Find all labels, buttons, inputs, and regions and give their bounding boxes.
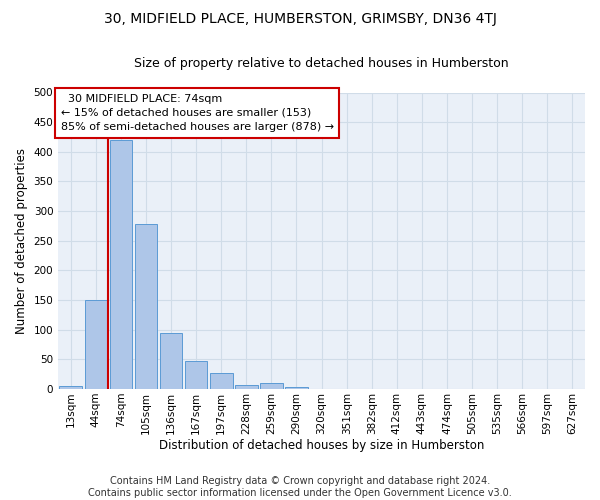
Bar bbox=[235, 385, 257, 389]
Bar bbox=[285, 386, 308, 389]
Bar bbox=[85, 300, 107, 389]
X-axis label: Distribution of detached houses by size in Humberston: Distribution of detached houses by size … bbox=[159, 440, 484, 452]
Bar bbox=[260, 383, 283, 389]
Bar bbox=[110, 140, 132, 389]
Y-axis label: Number of detached properties: Number of detached properties bbox=[15, 148, 28, 334]
Text: 30 MIDFIELD PLACE: 74sqm
← 15% of detached houses are smaller (153)
85% of semi-: 30 MIDFIELD PLACE: 74sqm ← 15% of detach… bbox=[61, 94, 334, 132]
Text: 30, MIDFIELD PLACE, HUMBERSTON, GRIMSBY, DN36 4TJ: 30, MIDFIELD PLACE, HUMBERSTON, GRIMSBY,… bbox=[104, 12, 496, 26]
Bar bbox=[134, 224, 157, 389]
Bar bbox=[59, 386, 82, 389]
Text: Contains HM Land Registry data © Crown copyright and database right 2024.
Contai: Contains HM Land Registry data © Crown c… bbox=[88, 476, 512, 498]
Bar bbox=[210, 373, 233, 389]
Bar bbox=[185, 360, 208, 389]
Title: Size of property relative to detached houses in Humberston: Size of property relative to detached ho… bbox=[134, 58, 509, 70]
Bar bbox=[160, 332, 182, 389]
